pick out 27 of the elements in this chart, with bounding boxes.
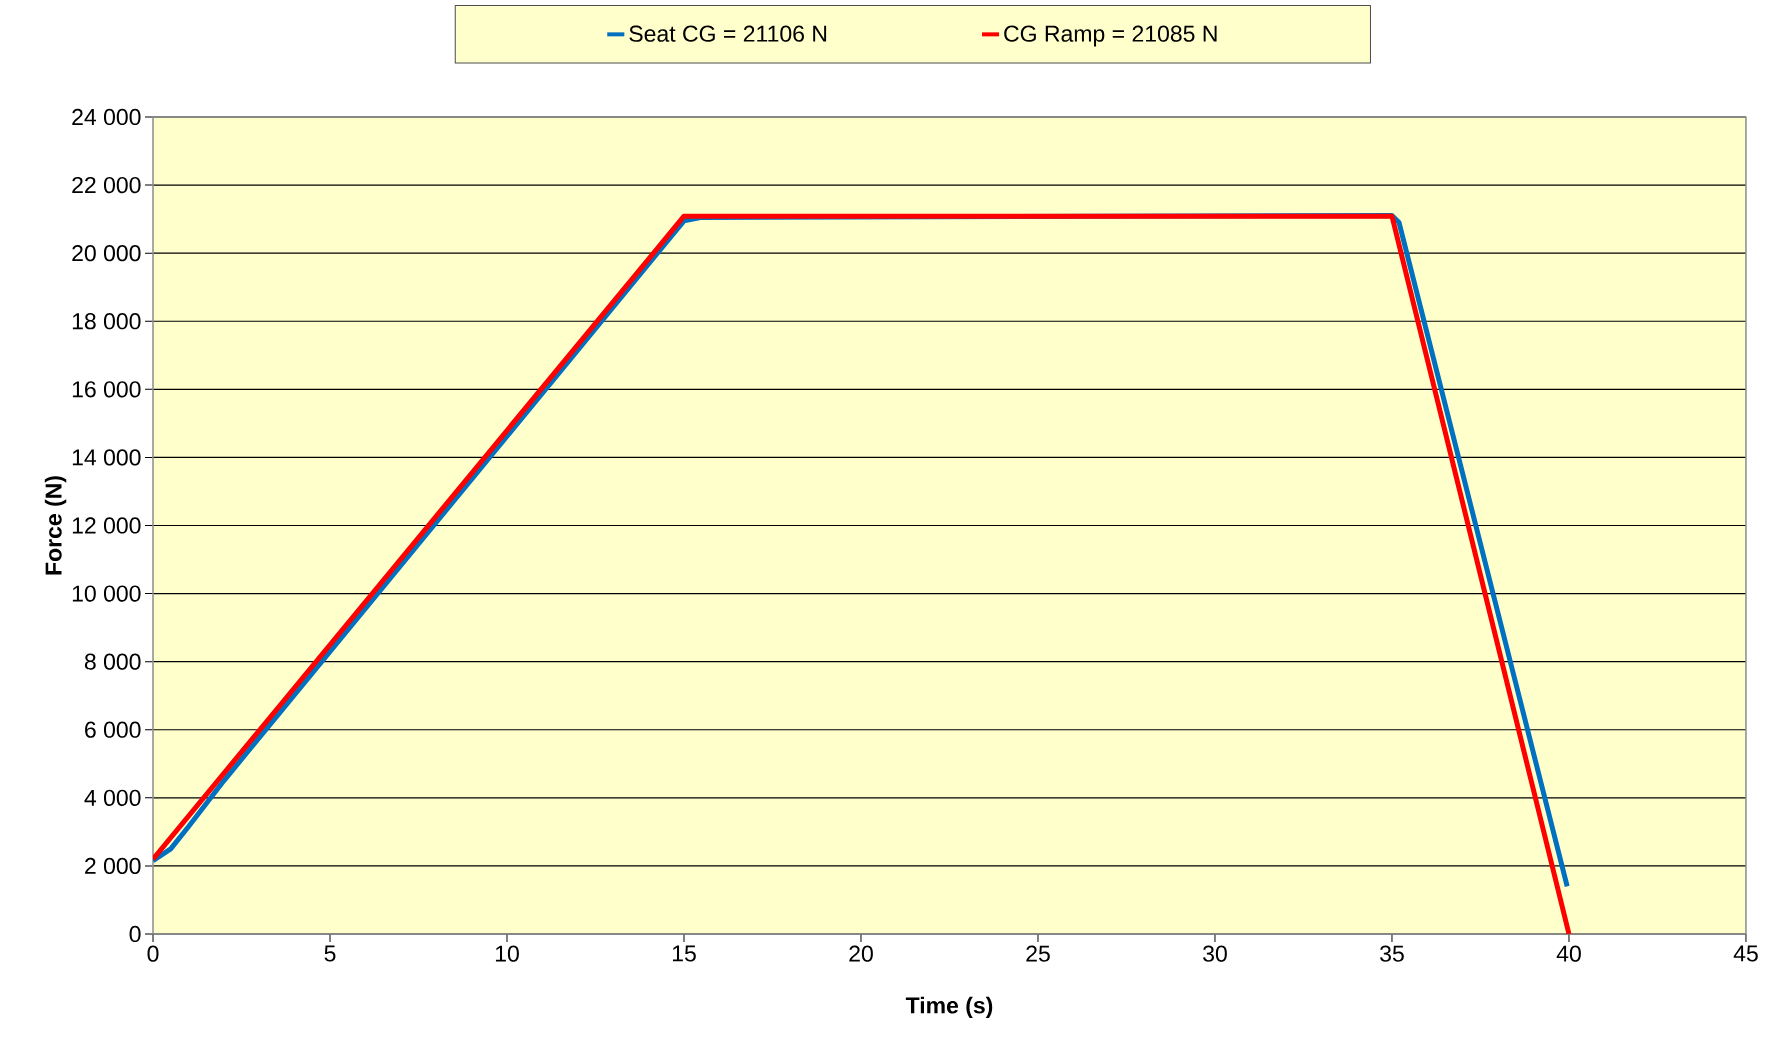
x-tick-label: 45 (1733, 945, 1758, 962)
legend-label: Seat CG = 21106 N (629, 25, 827, 42)
y-tick-label: 10 000 (72, 585, 141, 602)
y-tick-label: 22 000 (72, 176, 141, 194)
x-tick-label: 35 (1380, 945, 1404, 962)
y-tick-label: 18 000 (72, 313, 141, 330)
y-tick-label: 24 000 (72, 108, 141, 126)
y-tick-label: 6 000 (85, 721, 141, 738)
x-tick-label: 0 (147, 945, 159, 962)
y-tick-label: 2 000 (85, 857, 141, 875)
y-tick-label: 4 000 (84, 789, 141, 806)
legend-label: CG Ramp = 21085 N (1004, 25, 1217, 47)
x-axis-title: Time (s) (905, 996, 993, 1019)
y-tick-label: 12 000 (72, 517, 141, 534)
y-tick-label: 0 (129, 925, 141, 943)
x-tick-label: 5 (324, 945, 336, 962)
x-tick-label: 20 (849, 945, 873, 962)
y-tick-label: 16 000 (72, 381, 141, 398)
x-tick-label: 40 (1556, 945, 1581, 962)
x-tick-label: 10 (495, 945, 519, 962)
y-axis-title: Force (N) (44, 476, 67, 575)
x-tick-label: 25 (1026, 945, 1050, 962)
x-tick-label: 15 (672, 945, 696, 962)
y-tick-label: 20 000 (72, 245, 141, 262)
y-tick-label: 8 000 (84, 653, 141, 670)
y-tick-label: 14 000 (72, 449, 141, 466)
x-tick-label: 30 (1203, 945, 1227, 962)
